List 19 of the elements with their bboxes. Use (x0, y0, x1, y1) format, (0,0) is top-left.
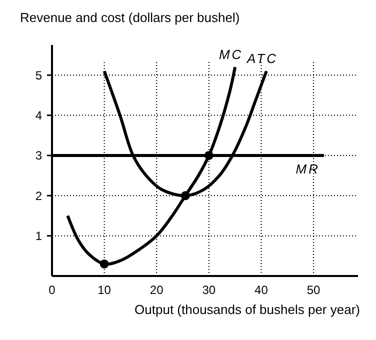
x-tick-label: 50 (306, 283, 321, 297)
y-tick-label: 4 (35, 108, 42, 123)
point (180, 191, 190, 200)
x-tick-label: 40 (254, 283, 268, 297)
point (100, 259, 109, 268)
x-tick-label: 0 (48, 283, 56, 297)
x-tick-label: 10 (98, 283, 112, 297)
x-axis-title: Output (thousands of bushels per year) (134, 302, 360, 317)
point (204, 150, 214, 160)
y-tick-label: 2 (35, 188, 42, 203)
y-tick-label: 1 (35, 229, 42, 244)
x-tick-label: 20 (150, 283, 164, 297)
series-label: MC (218, 47, 244, 62)
y-tick-label: 3 (35, 148, 42, 163)
x-tick-label: 30 (202, 283, 216, 297)
y-axis-title: Revenue and cost (dollars per bushel) (20, 10, 240, 25)
series-label: MR (296, 161, 320, 176)
y-tick-label: 5 (35, 68, 42, 82)
series-label: ATC (246, 51, 278, 66)
